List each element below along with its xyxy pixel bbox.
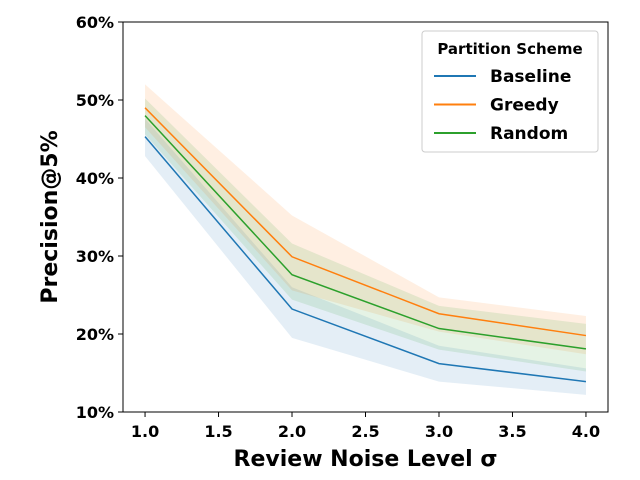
- y-tick-label: 60%: [76, 13, 114, 32]
- band-random: [145, 98, 586, 372]
- series-line-greedy: [144, 107, 587, 337]
- x-tick-label: 1.0: [131, 422, 159, 441]
- y-tick-label: 20%: [76, 325, 114, 344]
- x-tick-label: 3.5: [498, 422, 526, 441]
- legend-label-greedy: Greedy: [490, 96, 559, 116]
- series-line-random: [144, 115, 587, 350]
- y-axis: 10% 20% 30% 40% 50% 60%: [76, 13, 123, 422]
- x-axis: 1.0 1.5 2.0 2.5 3.0 3.5 4.0: [131, 412, 600, 441]
- legend-label-random: Random: [490, 124, 568, 144]
- x-tick-label: 1.5: [204, 422, 232, 441]
- y-tick-label: 30%: [76, 247, 114, 266]
- y-tick-label: 40%: [76, 169, 114, 188]
- legend-box: [421, 30, 599, 153]
- legend: Partition Scheme Baseline Greedy Random: [421, 30, 599, 153]
- x-axis-title: Review Noise Level σ: [234, 447, 498, 472]
- legend-items: Baseline Greedy Random: [434, 67, 571, 144]
- y-tick-label: 10%: [76, 403, 114, 422]
- x-tick-label: 2.0: [278, 422, 306, 441]
- confidence-bands: [145, 84, 586, 395]
- band-greedy: [145, 84, 586, 355]
- x-tick-label: 3.0: [425, 422, 453, 441]
- x-tick-label: 4.0: [572, 422, 600, 441]
- y-tick-label: 50%: [76, 91, 114, 110]
- x-tick-label: 2.5: [351, 422, 379, 441]
- series-lines: [144, 107, 587, 383]
- legend-label-baseline: Baseline: [490, 67, 571, 87]
- y-axis-title: Precision@5%: [38, 130, 63, 303]
- band-baseline: [145, 118, 586, 395]
- series-line-baseline: [144, 136, 587, 383]
- legend-title: Partition Scheme: [437, 40, 582, 58]
